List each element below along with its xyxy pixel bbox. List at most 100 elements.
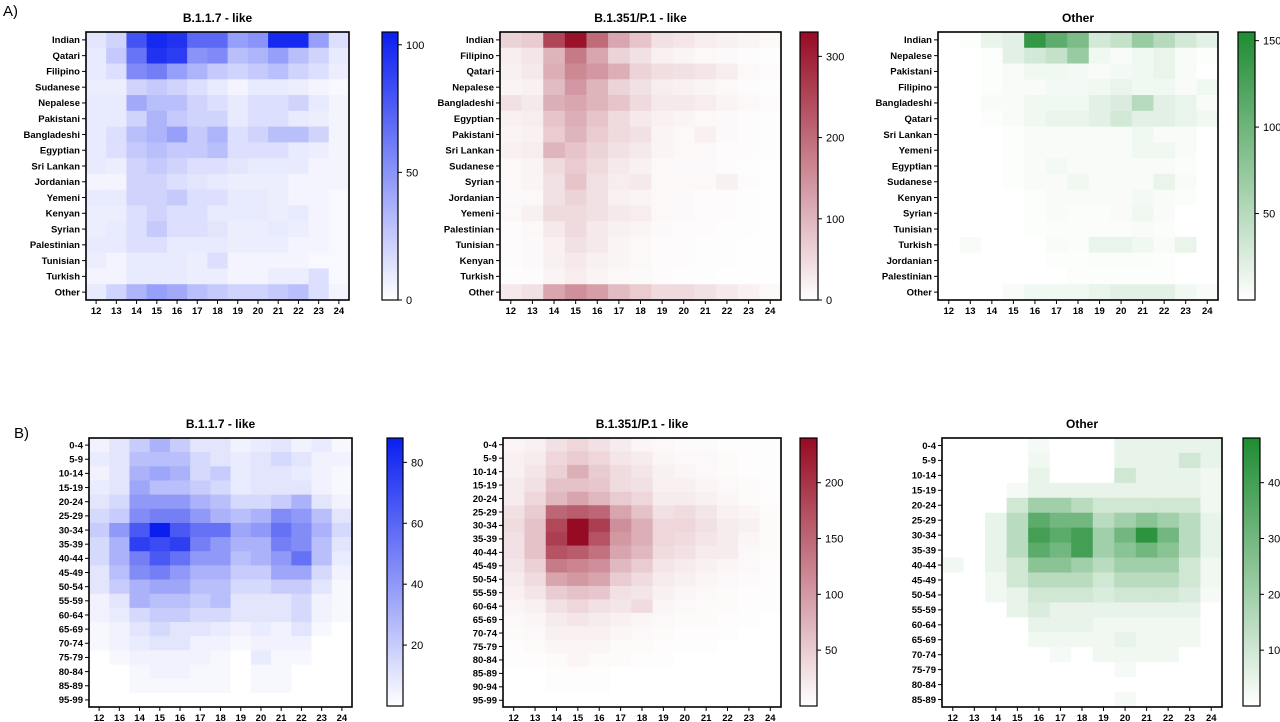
heatmap-cell	[1024, 32, 1047, 49]
heatmap-cell	[672, 47, 695, 64]
heatmap-cell	[166, 63, 188, 80]
heatmap-cell	[1088, 252, 1111, 269]
heatmap-cell	[759, 599, 782, 614]
x-tick-label: 14	[131, 306, 142, 317]
heatmap-cell	[759, 221, 782, 238]
heatmap-cell	[109, 593, 130, 609]
heatmap-cell	[503, 693, 525, 708]
heatmap-cell	[652, 693, 675, 708]
heatmap-cell	[109, 551, 130, 566]
heatmap-cell	[737, 79, 760, 96]
heatmap-cell	[89, 438, 110, 453]
x-tick-label: 21	[1137, 306, 1148, 317]
heatmap-cell	[985, 587, 1008, 603]
heatmap-cell	[227, 252, 249, 269]
heatmap-cell	[652, 545, 675, 560]
heatmap-cell	[1178, 647, 1201, 663]
heatmap-cell	[500, 221, 523, 238]
heatmap-cell	[981, 47, 1004, 64]
heatmap-cell	[129, 480, 151, 496]
heatmap-cell	[187, 126, 208, 143]
heatmap-cell	[1135, 527, 1158, 544]
heatmap-cell	[1135, 467, 1158, 484]
heatmap-cell	[1153, 95, 1176, 112]
heatmap-cell	[1157, 587, 1180, 603]
x-tick-label: 18	[1073, 306, 1084, 317]
y-tick-label: Qatari	[467, 67, 494, 78]
heatmap-cell	[331, 593, 353, 609]
heatmap-cell	[1092, 467, 1115, 484]
heatmap-cell	[1157, 482, 1180, 499]
heatmap-cell	[1045, 284, 1068, 301]
heatmap-cell	[1174, 63, 1197, 80]
heatmap-cell	[1024, 79, 1047, 96]
heatmap-cell	[759, 559, 782, 573]
heatmap-cell	[146, 252, 168, 269]
x-tick-label: 17	[615, 713, 626, 722]
heatmap-cell	[503, 545, 525, 560]
y-tick-label: 25-29	[59, 511, 83, 522]
heatmap-cell	[109, 607, 130, 623]
heatmap-cell	[524, 666, 547, 681]
colorbar	[381, 31, 399, 301]
x-tick-label: 13	[530, 713, 541, 722]
heatmap-cell	[942, 662, 964, 678]
heatmap-cell	[247, 142, 269, 159]
heatmap-cell	[543, 236, 566, 254]
heatmap-cell	[1174, 110, 1197, 127]
heatmap-cell	[86, 47, 107, 64]
heatmap-cell	[86, 189, 107, 206]
heatmap-cell	[1045, 79, 1068, 96]
heatmap-cell	[938, 158, 960, 175]
heatmap-cell	[1002, 32, 1025, 49]
heatmap-cell	[1157, 497, 1180, 514]
heatmap-cell	[651, 189, 674, 206]
heatmap-cell	[129, 494, 151, 510]
y-tick-label: Indian	[466, 35, 494, 46]
heatmap-cell	[1002, 158, 1025, 175]
heatmap-cell	[545, 653, 568, 668]
x-tick-label: 12	[943, 306, 954, 317]
heatmap-cell	[247, 47, 269, 64]
heatmap-cell	[1024, 126, 1047, 143]
x-tick-label: 20	[678, 306, 689, 317]
heatmap-cell	[1006, 662, 1029, 678]
heatmap-cell	[126, 221, 148, 238]
y-tick-label: Jordanian	[449, 193, 495, 204]
heatmap-cell	[187, 252, 208, 269]
heatmap-cell	[674, 464, 696, 479]
heatmap-cell	[230, 622, 252, 637]
heatmap-cell	[759, 451, 782, 466]
heatmap-cell	[674, 491, 696, 506]
heatmap-cell	[1049, 677, 1072, 693]
heatmap-cell	[328, 189, 350, 206]
heatmap-cell	[981, 173, 1004, 191]
heatmap-cell	[737, 236, 760, 254]
heatmap-cell	[500, 189, 523, 206]
x-tick-label: 21	[1141, 713, 1152, 722]
y-tick-label: Yemeni	[899, 146, 932, 157]
heatmap-cell	[149, 636, 171, 651]
x-tick-label: 13	[114, 713, 125, 722]
heatmap-cell	[1049, 482, 1072, 499]
heatmap-cell	[86, 284, 107, 301]
y-tick-label: 25-29	[473, 507, 497, 518]
heatmap-cell	[524, 653, 547, 668]
heatmap-cell	[268, 79, 289, 96]
heatmap-cell	[1200, 467, 1223, 484]
heatmap-cell	[1049, 527, 1072, 544]
heatmap-cell	[963, 632, 986, 648]
heatmap-chart-1: B.1.1.7 - likeIndianQatariFilipinoSudane…	[24, 11, 425, 317]
heatmap-cell	[629, 95, 652, 112]
heatmap-cell	[311, 692, 333, 708]
heatmap-cell	[959, 173, 982, 191]
heatmap-cell	[651, 110, 674, 127]
heatmap-cell	[169, 636, 191, 651]
heatmap-cell	[308, 32, 330, 49]
heatmap-cell	[1092, 512, 1115, 529]
y-tick-label: 40-44	[59, 554, 84, 565]
heatmap-cell	[1178, 662, 1201, 678]
heatmap-cell	[1088, 268, 1111, 285]
y-tick-label: 35-39	[912, 545, 936, 556]
heatmap-cell	[651, 142, 674, 159]
